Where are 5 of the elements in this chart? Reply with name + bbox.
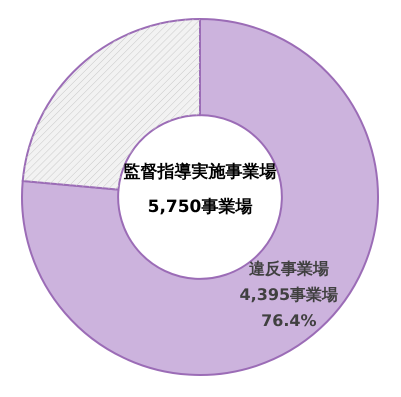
- text: 監督指導実施事業場: [124, 162, 276, 182]
- text: 5,750事業場: [148, 197, 252, 217]
- data-label: 4,395事業場: [240, 285, 338, 304]
- slice-label: 違反事業場: [248, 259, 329, 278]
- text: 76.4%: [261, 311, 317, 330]
